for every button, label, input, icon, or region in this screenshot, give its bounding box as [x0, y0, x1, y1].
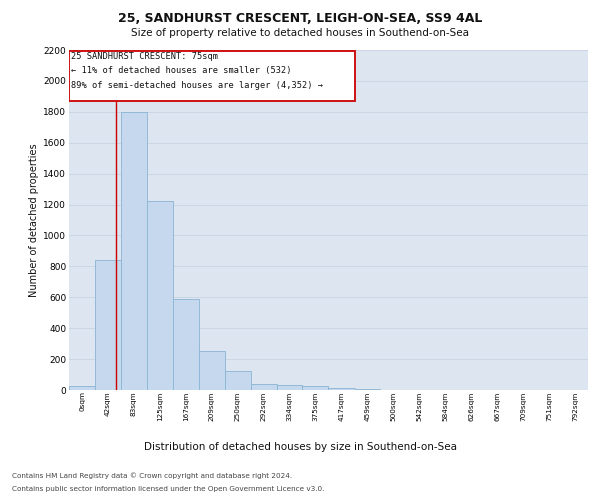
Bar [173, 299, 199, 390]
Text: Distribution of detached houses by size in Southend-on-Sea: Distribution of detached houses by size … [143, 442, 457, 452]
Text: 89% of semi-detached houses are larger (4,352) →: 89% of semi-detached houses are larger (… [71, 80, 323, 90]
Bar [147, 202, 173, 390]
Bar [69, 386, 95, 390]
Bar [95, 260, 121, 390]
Bar [277, 384, 302, 390]
Text: Contains HM Land Registry data © Crown copyright and database right 2024.: Contains HM Land Registry data © Crown c… [12, 472, 292, 479]
FancyBboxPatch shape [69, 51, 355, 101]
Text: Size of property relative to detached houses in Southend-on-Sea: Size of property relative to detached ho… [131, 28, 469, 38]
Bar [355, 389, 380, 390]
Bar [302, 386, 329, 390]
Text: 25 SANDHURST CRESCENT: 75sqm: 25 SANDHURST CRESCENT: 75sqm [71, 52, 218, 61]
Text: Contains public sector information licensed under the Open Government Licence v3: Contains public sector information licen… [12, 486, 325, 492]
Y-axis label: Number of detached properties: Number of detached properties [29, 143, 39, 297]
Bar [251, 384, 277, 390]
Bar [199, 350, 224, 390]
Bar [224, 370, 251, 390]
Text: ← 11% of detached houses are smaller (532): ← 11% of detached houses are smaller (53… [71, 66, 292, 76]
Bar [121, 112, 147, 390]
Bar [329, 388, 355, 390]
Text: 25, SANDHURST CRESCENT, LEIGH-ON-SEA, SS9 4AL: 25, SANDHURST CRESCENT, LEIGH-ON-SEA, SS… [118, 12, 482, 26]
